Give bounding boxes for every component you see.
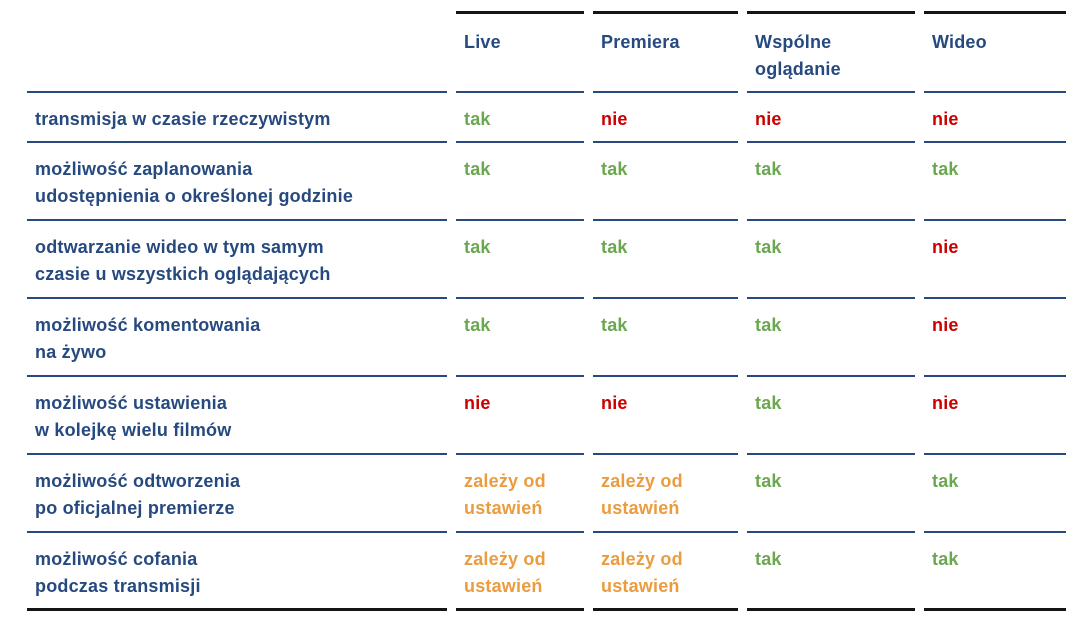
value-cell: tak: [747, 377, 915, 455]
value-cell: tak: [456, 221, 584, 299]
table-row: transmisja w czasie rzeczywistym tak nie…: [27, 93, 1066, 143]
value-cell: zależy od ustawień: [456, 455, 584, 533]
comparison-table-wrapper: Live Premiera Wspólne oglądanie Wideo tr…: [18, 11, 1075, 611]
value-cell: nie: [924, 377, 1066, 455]
value-cell: nie: [924, 221, 1066, 299]
value-cell: tak: [924, 455, 1066, 533]
value-cell: nie: [456, 377, 584, 455]
table-row: odtwarzanie wideo w tym samym czasie u w…: [27, 221, 1066, 299]
value-cell: tak: [747, 299, 915, 377]
column-header-live: Live: [456, 11, 584, 93]
value-cell: zależy od ustawień: [593, 455, 738, 533]
feature-label: odtwarzanie wideo w tym samym czasie u w…: [27, 221, 447, 299]
value-cell: zależy od ustawień: [456, 533, 584, 611]
feature-label: możliwość zaplanowania udostępnienia o o…: [27, 143, 447, 221]
value-cell: tak: [456, 143, 584, 221]
value-cell: tak: [747, 455, 915, 533]
value-cell: tak: [747, 143, 915, 221]
value-cell: tak: [593, 143, 738, 221]
value-cell: tak: [924, 533, 1066, 611]
comparison-table: Live Premiera Wspólne oglądanie Wideo tr…: [18, 11, 1075, 611]
value-cell: tak: [747, 221, 915, 299]
feature-label: możliwość ustawienia w kolejkę wielu fil…: [27, 377, 447, 455]
value-cell: tak: [924, 143, 1066, 221]
column-header-wideo: Wideo: [924, 11, 1066, 93]
value-cell: zależy od ustawień: [593, 533, 738, 611]
value-cell: tak: [747, 533, 915, 611]
feature-label: transmisja w czasie rzeczywistym: [27, 93, 447, 143]
table-row: możliwość komentowania na żywo tak tak t…: [27, 299, 1066, 377]
value-cell: tak: [456, 299, 584, 377]
column-header-premiera: Premiera: [593, 11, 738, 93]
table-row: możliwość cofania podczas transmisji zal…: [27, 533, 1066, 611]
header-row: Live Premiera Wspólne oglądanie Wideo: [27, 11, 1066, 93]
feature-label: możliwość komentowania na żywo: [27, 299, 447, 377]
table-row: możliwość zaplanowania udostępnienia o o…: [27, 143, 1066, 221]
feature-label: możliwość cofania podczas transmisji: [27, 533, 447, 611]
value-cell: tak: [593, 299, 738, 377]
table-row: możliwość ustawienia w kolejkę wielu fil…: [27, 377, 1066, 455]
value-cell: nie: [924, 93, 1066, 143]
value-cell: tak: [456, 93, 584, 143]
table-row: możliwość odtworzenia po oficjalnej prem…: [27, 455, 1066, 533]
corner-cell: [27, 11, 447, 93]
value-cell: tak: [593, 221, 738, 299]
feature-label: możliwość odtworzenia po oficjalnej prem…: [27, 455, 447, 533]
column-header-wspolne-ogladanie: Wspólne oglądanie: [747, 11, 915, 93]
value-cell: nie: [593, 377, 738, 455]
value-cell: nie: [747, 93, 915, 143]
value-cell: nie: [593, 93, 738, 143]
value-cell: nie: [924, 299, 1066, 377]
